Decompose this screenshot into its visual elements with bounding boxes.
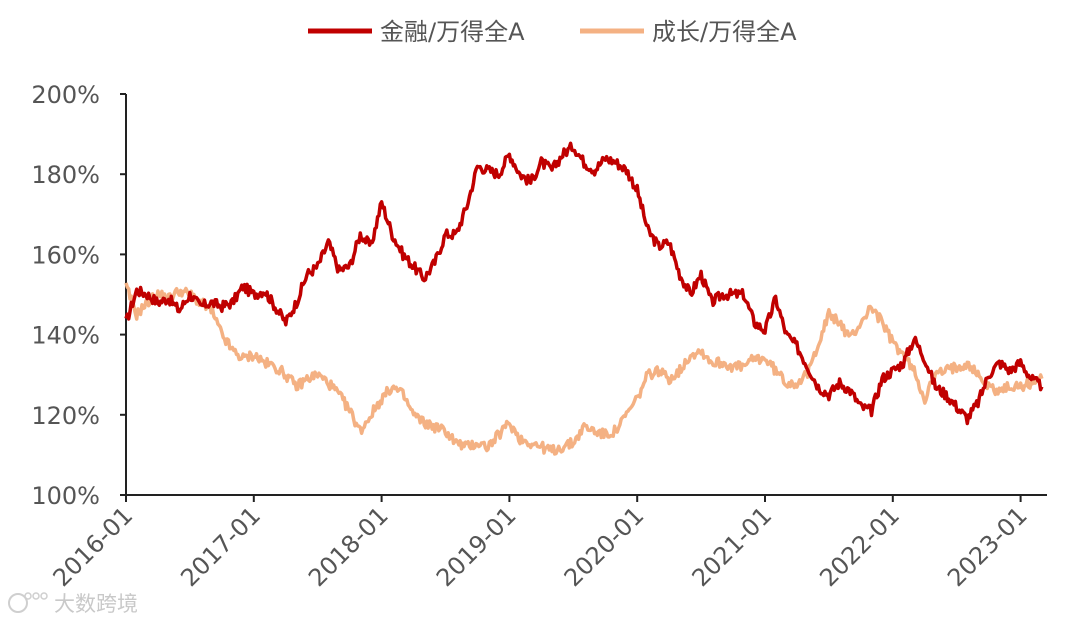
y-tick-label: 120%	[31, 402, 100, 430]
watermark-text: 大数跨境	[54, 592, 138, 616]
series-line-finance	[124, 141, 1044, 426]
chart-legend: 金融/万得全A 成长/万得全A	[308, 18, 797, 46]
y-tick-label: 200%	[31, 81, 100, 109]
y-tick-label: 180%	[31, 161, 100, 189]
watermark-logo-icon	[8, 592, 48, 613]
x-tick-label: 2020-01	[559, 501, 650, 592]
legend-label: 金融/万得全A	[380, 18, 525, 46]
y-tick-label: 100%	[31, 482, 100, 510]
series-line-growth	[124, 282, 1044, 456]
legend-label: 成长/万得全A	[652, 18, 797, 46]
x-tick-label: 2016-01	[48, 501, 139, 592]
y-axis: 100% 120% 140% 160% 180% 200%	[31, 81, 127, 510]
series-layer	[124, 141, 1044, 456]
x-tick-label: 2017-01	[175, 501, 266, 592]
x-tick-label: 2018-01	[303, 501, 394, 592]
watermark: 大数跨境	[8, 592, 138, 616]
y-tick-label: 140%	[31, 322, 100, 350]
x-tick-label: 2019-01	[431, 501, 522, 592]
x-tick-label: 2023-01	[942, 501, 1033, 592]
y-tick-label: 160%	[31, 241, 100, 269]
x-axis: 2016-01 2017-01 2018-01 2019-01 2020-01 2021-…	[48, 494, 1047, 592]
x-tick-label: 2022-01	[814, 501, 905, 592]
x-tick-label: 2021-01	[687, 501, 778, 592]
